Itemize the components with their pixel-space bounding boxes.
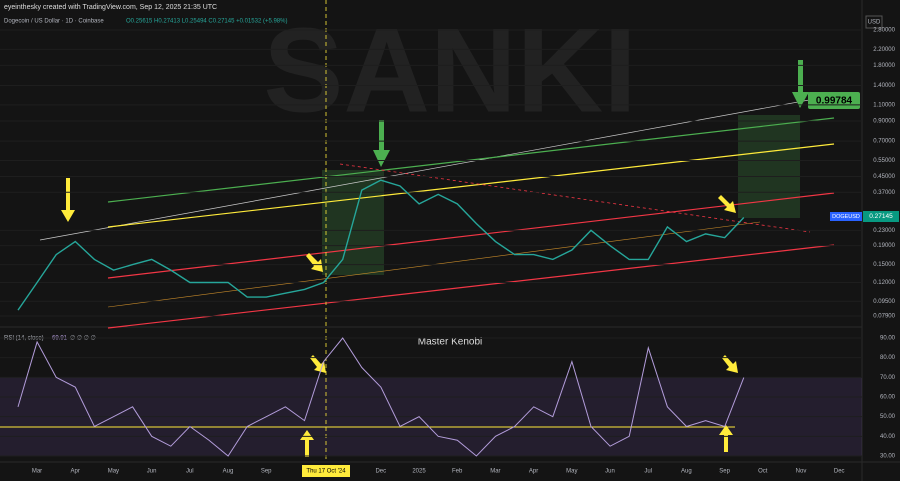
- price-tick-label: 1.10000: [873, 102, 895, 108]
- rsi-tick-label: 70.00: [880, 375, 896, 381]
- time-label: Feb: [452, 469, 463, 475]
- watermark: SANKI: [263, 4, 636, 138]
- time-label: Sep: [261, 469, 272, 475]
- arrow: [722, 355, 738, 373]
- time-label: Jun: [147, 469, 157, 475]
- rsi-tick-label: 90.00: [880, 336, 896, 342]
- price-tick-label: 1.40000: [873, 83, 895, 89]
- rsi-title: Master Kenobi: [418, 337, 482, 348]
- price-tick-label: 0.90000: [873, 119, 895, 125]
- trend-line: [107, 244, 835, 329]
- time-label: 2025: [412, 469, 426, 475]
- time-label: May: [108, 469, 119, 475]
- price-tick-label: 2.80000: [873, 28, 895, 34]
- arrow: [310, 355, 326, 373]
- currency-box: [865, 15, 883, 29]
- time-label: Mar: [32, 469, 42, 475]
- trend-line: [107, 192, 835, 279]
- arrow: [373, 120, 390, 167]
- time-label: Jun: [605, 469, 615, 475]
- price-tick-label: 2.20000: [873, 47, 895, 53]
- rsi-tick-label: 30.00: [880, 454, 896, 460]
- price-tick-label: 0.55000: [873, 158, 895, 164]
- time-label: Sep: [719, 469, 730, 475]
- dynamic: 2.80000 2.20000 1.80000 1.40000 1.10000 0.900…: [0, 28, 896, 475]
- trend-line: [339, 163, 811, 233]
- time-label: Aug: [681, 469, 692, 475]
- symbol-tag: [830, 212, 862, 221]
- rsi-tick-label: 60.00: [880, 395, 896, 401]
- price-tick-label: 0.19000: [873, 243, 895, 249]
- rsi-legend: RSI (14, close): [4, 336, 44, 342]
- price-tick-label: 0.15000: [873, 262, 895, 268]
- price-tick-label: 0.45000: [873, 174, 895, 180]
- price-line: [17, 179, 745, 311]
- time-label: Mar: [490, 469, 500, 475]
- price-tag: [863, 211, 899, 222]
- time-label: Dec: [375, 469, 386, 475]
- price-tick-label: 0.07900: [873, 314, 895, 320]
- time-label: Apr: [71, 469, 80, 475]
- price-tick-label: 0.37000: [873, 190, 895, 196]
- rsi-tick-label: 50.00: [880, 414, 896, 420]
- price-tick-label: 0.23000: [873, 228, 895, 234]
- arrow: [306, 253, 323, 272]
- symbol-tag-label: DOGEUSD: [832, 214, 860, 220]
- trend-line: [39, 97, 821, 241]
- price-tick-label: 0.70000: [873, 139, 895, 145]
- symbol: Dogecoin / US Dollar · 1D · Coinbase: [4, 19, 104, 25]
- price-tick-label: 0.12000: [873, 280, 895, 286]
- price-tag-label: 0.27145: [869, 213, 893, 220]
- time-label: Jul: [644, 469, 652, 475]
- arrow: [792, 60, 809, 108]
- time-label: Nov: [796, 469, 807, 475]
- arrow: [61, 178, 75, 222]
- trend-line: [107, 143, 835, 228]
- arrow: [718, 195, 736, 213]
- time-label: Apr: [529, 469, 538, 475]
- rsi-tick-label: 80.00: [880, 355, 896, 361]
- price-tick-label: 0.09500: [873, 299, 895, 305]
- credit: eyeinthesky created with TradingView.com…: [4, 4, 217, 11]
- arrow: [719, 425, 733, 452]
- cursor-tag: [302, 465, 350, 477]
- time-label: Dec: [834, 469, 845, 475]
- time-label: May: [566, 469, 577, 475]
- price-tick-label: 1.80000: [873, 63, 895, 69]
- time-label: Oct: [758, 469, 768, 475]
- rsi-line: [17, 337, 745, 457]
- rsi-value: 69.91: [52, 336, 68, 342]
- ohlc: O0.25615 H0.27413 L0.25494 C0.27145 +0.0…: [126, 19, 287, 25]
- time-label: Jul: [186, 469, 194, 475]
- rsi-tick-label: 40.00: [880, 434, 896, 440]
- time-label: Aug: [223, 469, 234, 475]
- target-label: 0.99784: [816, 96, 853, 107]
- currency: USD: [868, 20, 881, 26]
- cursor-label: Thu 17 Oct '24: [306, 469, 346, 475]
